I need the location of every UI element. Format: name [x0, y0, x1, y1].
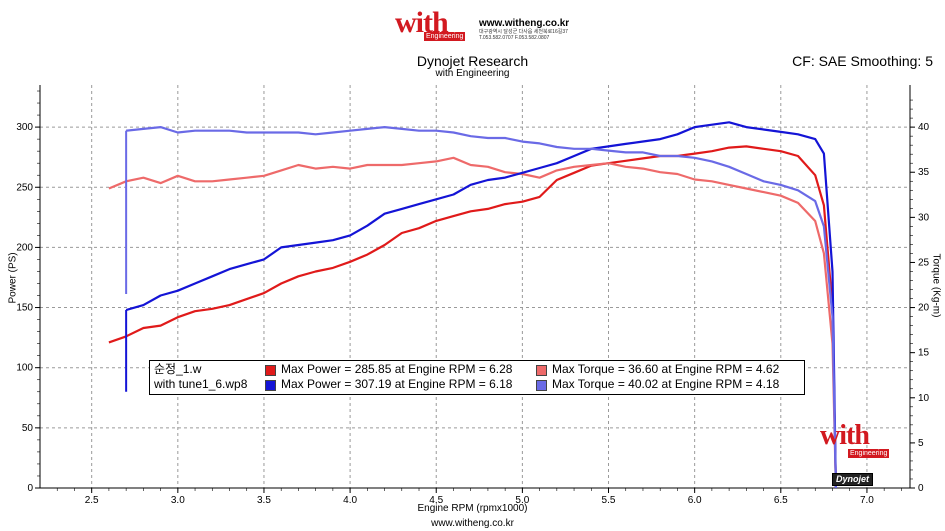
header-site: www.witheng.co.kr: [479, 18, 570, 29]
y2-tick-label: 40: [918, 122, 930, 133]
y2-tick-label: 25: [918, 257, 930, 268]
x-tick-label: 6.5: [774, 495, 788, 506]
legend-run-name: with tune1_6.wp8: [154, 377, 248, 391]
x-tick-label: 7.0: [860, 495, 874, 506]
y2-tick-label: 10: [918, 393, 930, 404]
y-tick-label: 200: [16, 242, 33, 253]
y-tick-label: 50: [22, 423, 34, 434]
y2-tick-label: 15: [918, 348, 930, 359]
y-tick-label: 100: [16, 363, 33, 374]
legend-swatch: [536, 380, 547, 391]
chart-legend: 순정_1.w Max Power = 285.85 at Engine RPM …: [149, 360, 805, 395]
y2-tick-label: 35: [918, 167, 930, 178]
legend-row-tune: with tune1_6.wp8 Max Power = 307.19 at E…: [150, 377, 804, 392]
footer-url: www.witheng.co.kr: [431, 518, 514, 529]
series-line-stock-torque: [108, 156, 837, 489]
y2-tick-label: 0: [918, 483, 924, 494]
x-tick-label: 3.0: [171, 495, 185, 506]
x-tick-label: 4.5: [429, 495, 443, 506]
legend-max-torque: Max Torque = 36.60 at Engine RPM = 4.62: [552, 362, 780, 376]
legend-max-power: Max Power = 285.85 at Engine RPM = 6.28: [281, 362, 513, 376]
y2-axis-label: Torque (Kg-m): [930, 253, 942, 318]
series-line-tune-torque: [125, 125, 837, 489]
y-tick-label: 300: [16, 122, 33, 133]
correction-factor: CF: SAE Smoothing: 5: [792, 53, 933, 69]
x-tick-label: 4.0: [343, 495, 357, 506]
x-tick-label: 3.5: [257, 495, 271, 506]
watermark-logo: with: [820, 420, 870, 451]
y-tick-label: 0: [27, 483, 33, 494]
y2-tick-label: 30: [918, 212, 930, 223]
brand-logo-sub: Engineering: [424, 32, 466, 41]
chart-title: Dynojet Research: [416, 53, 529, 69]
header-address: 대구광역시 달성군 다사읍 세천북로16길37: [479, 29, 568, 35]
header-phone: T.053.582.0707 F.053.582.0807: [479, 35, 550, 41]
x-axis-label: Engine RPM (rpmx1000): [417, 503, 528, 514]
y-tick-label: 250: [16, 182, 33, 193]
legend-max-torque: Max Torque = 40.02 at Engine RPM = 4.18: [552, 377, 780, 391]
legend-row-stock: 순정_1.w Max Power = 285.85 at Engine RPM …: [150, 362, 804, 377]
x-tick-label: 2.5: [85, 495, 99, 506]
y-axis-label: Power (PS): [7, 252, 19, 304]
series-line-stock-power: [108, 145, 837, 489]
x-tick-label: 6.0: [688, 495, 702, 506]
legend-swatch: [536, 365, 547, 376]
legend-max-power: Max Power = 307.19 at Engine RPM = 6.18: [281, 377, 513, 391]
series-line-tune-power: [125, 121, 837, 489]
x-tick-label: 5.5: [602, 495, 616, 506]
y-tick-label: 150: [16, 303, 33, 314]
chart-subtitle: with Engineering: [435, 68, 510, 79]
watermark-sub: Engineering: [848, 449, 890, 458]
x-tick-label: 5.0: [515, 495, 529, 506]
y2-tick-label: 5: [918, 438, 924, 449]
legend-swatch: [265, 365, 276, 376]
legend-run-name: 순정_1.w: [154, 362, 202, 376]
dynojet-logo: Dynojet: [832, 473, 874, 486]
y2-tick-label: 20: [918, 303, 930, 314]
legend-swatch: [265, 380, 276, 391]
